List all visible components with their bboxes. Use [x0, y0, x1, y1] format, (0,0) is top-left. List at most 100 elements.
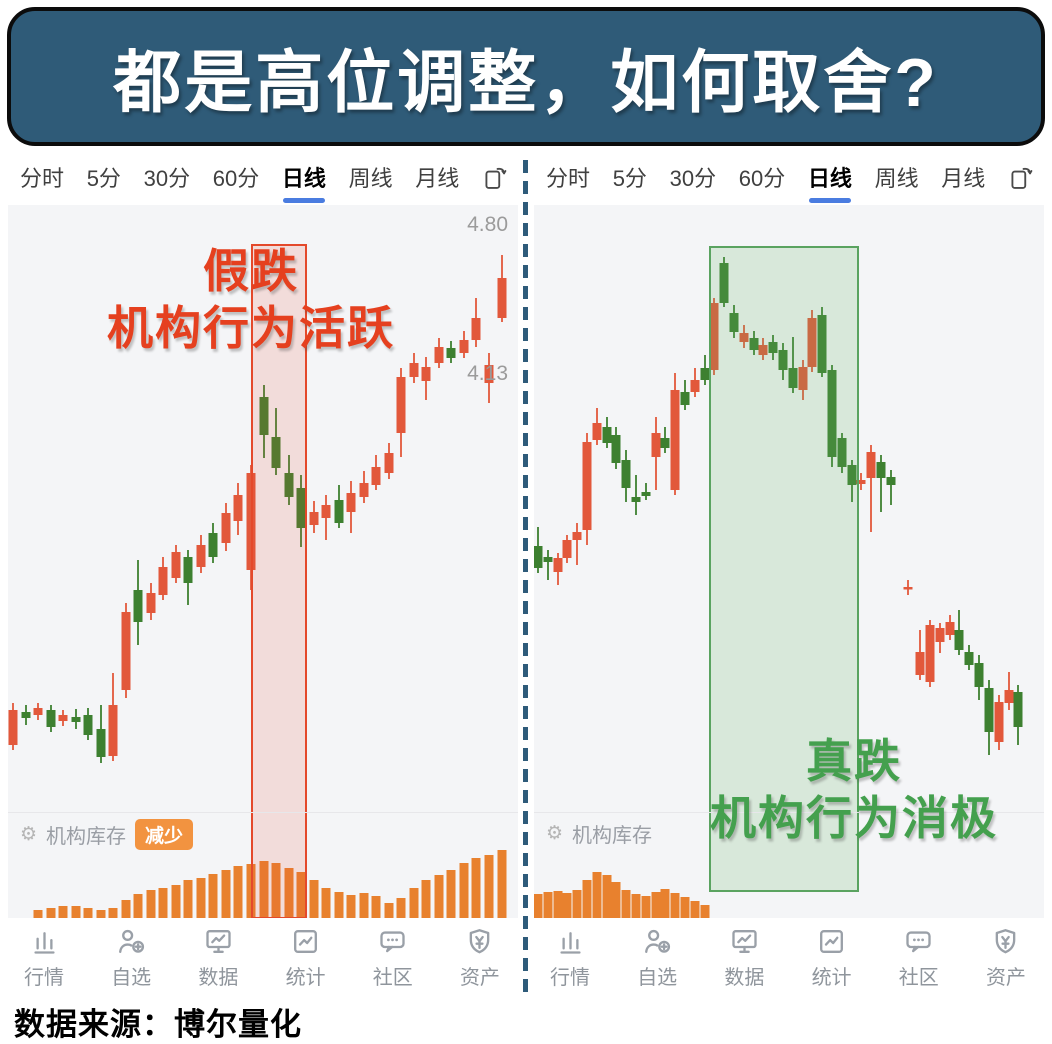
rotate-phone-icon[interactable] [480, 164, 508, 196]
tab-分时-right[interactable]: 分时 [546, 166, 591, 191]
tab-30分-left[interactable]: 30分 [143, 166, 191, 191]
volume-bar [183, 880, 193, 918]
tab-5分-right[interactable]: 5分 [612, 166, 647, 191]
volume-bar [321, 888, 331, 918]
tab-bar-left: 分时 5分 30分 60分 日线 周线 月线 [8, 156, 518, 204]
nav-item-统计[interactable]: 统计 [812, 925, 852, 990]
volume-bar [553, 891, 563, 918]
nav-item-统计[interactable]: 统计 [286, 925, 326, 990]
right-stock-highlight-band [709, 246, 859, 892]
candle-body [964, 652, 974, 665]
nav-item-资产[interactable]: 资产 [986, 925, 1026, 990]
nav-item-行情[interactable]: 行情 [550, 925, 590, 990]
candle-body [827, 370, 837, 457]
nav-item-行情[interactable]: 行情 [24, 925, 64, 990]
tab-bar-right: 分时 5分 30分 60分 日线 周线 月线 [534, 156, 1044, 204]
candle-body [434, 347, 444, 363]
nav-item-数据[interactable]: 数据 [724, 925, 764, 990]
gear-icon[interactable]: ⚙ [546, 823, 564, 844]
volume-bar [641, 896, 651, 918]
candle-body [121, 612, 131, 690]
quotes-bar-chart-icon [559, 931, 581, 954]
candle-body [259, 397, 269, 435]
volume-bar [158, 888, 168, 918]
candle-body [284, 473, 294, 497]
candle-body [562, 540, 572, 558]
volume-bar [309, 880, 319, 918]
volume-bar [371, 896, 381, 918]
candle-body [680, 392, 690, 405]
candle-body [8, 710, 18, 745]
nav-item-自选[interactable]: 自选 [637, 925, 677, 990]
tab-日线-left[interactable]: 日线 [280, 155, 328, 205]
decrease-badge: 减少 [135, 819, 194, 850]
left-stock-annotation: 假跌 机构行为活跃 [107, 245, 395, 354]
tab-30分-right[interactable]: 30分 [669, 166, 717, 191]
candle-body [83, 715, 93, 735]
candle-body [1004, 690, 1014, 703]
candle-body [146, 593, 156, 613]
candle-body [886, 477, 896, 485]
candle-body [798, 367, 808, 390]
rotate-phone-icon[interactable] [1006, 164, 1034, 196]
candle-body [271, 437, 281, 468]
nav-item-社区[interactable]: 社区 [373, 925, 413, 990]
left-stock-highlight-band [251, 244, 307, 918]
indicator-divider [534, 812, 1044, 813]
candle-body [660, 438, 670, 448]
volume-bar [690, 901, 700, 918]
community-bubble-icon [380, 930, 405, 952]
nav-label: 社区 [372, 966, 413, 989]
indicator-label: 机构库存 [46, 826, 127, 848]
watchlist-person-plus-icon [644, 929, 670, 953]
candle-body [700, 368, 710, 380]
candle-body [459, 340, 469, 353]
nav-item-资产[interactable]: 资产 [460, 925, 500, 990]
volume-bar [592, 872, 602, 918]
candle-body [309, 512, 319, 525]
candle-body [171, 552, 181, 578]
watchlist-person-plus-icon [118, 929, 144, 953]
candle-body [903, 587, 913, 590]
candle-body [208, 533, 218, 557]
gear-icon[interactable]: ⚙ [20, 824, 38, 845]
candle-body [471, 318, 481, 340]
tab-日线-right[interactable]: 日线 [806, 155, 854, 205]
candle-body [778, 350, 788, 370]
candle-body [690, 380, 700, 392]
volume-bar [631, 894, 641, 918]
volume-bar [108, 908, 118, 918]
volume-bar [71, 906, 81, 918]
candle-body [71, 717, 81, 722]
candle-body [396, 377, 406, 433]
candle-body [108, 705, 118, 756]
candle-body [788, 368, 798, 388]
indicator-label: 机构库存 [572, 825, 653, 847]
tab-月线-right[interactable]: 月线 [941, 166, 986, 191]
nav-item-数据[interactable]: 数据 [198, 925, 238, 990]
nav-label: 社区 [898, 966, 939, 989]
nav-label: 自选 [111, 966, 152, 989]
chart-panel-right: ⚙ 机构库存 真跌 机构行为消极 [534, 205, 1044, 919]
tab-周线-right[interactable]: 周线 [874, 166, 919, 191]
tab-5分-left[interactable]: 5分 [86, 166, 121, 191]
tab-月线-left[interactable]: 月线 [415, 166, 460, 191]
tab-分时-left[interactable]: 分时 [20, 166, 65, 191]
nav-item-自选[interactable]: 自选 [111, 925, 151, 990]
tab-周线-left[interactable]: 周线 [348, 166, 393, 191]
tab-60分-left[interactable]: 60分 [212, 166, 260, 191]
nav-item-社区[interactable]: 社区 [899, 925, 939, 990]
volume-bar [271, 863, 281, 918]
volume-bar [421, 880, 431, 918]
candle-body [321, 505, 331, 518]
data-monitor-icon [206, 929, 231, 953]
candle-body [945, 622, 955, 635]
candle-body [847, 465, 857, 485]
candle-body [602, 427, 612, 443]
candle-body [21, 712, 31, 718]
candle-body [384, 453, 394, 473]
community-bubble-icon [906, 930, 931, 952]
candle-body [651, 433, 661, 457]
tab-60分-right[interactable]: 60分 [738, 166, 786, 191]
volume-bar [133, 894, 143, 918]
